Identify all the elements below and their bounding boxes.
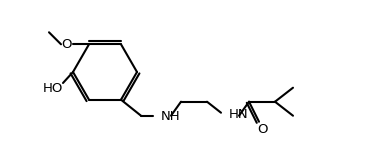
Text: O: O bbox=[62, 38, 72, 51]
Text: O: O bbox=[258, 123, 268, 136]
Text: HO: HO bbox=[43, 81, 63, 94]
Text: NH: NH bbox=[161, 110, 181, 123]
Text: HN: HN bbox=[229, 108, 249, 121]
